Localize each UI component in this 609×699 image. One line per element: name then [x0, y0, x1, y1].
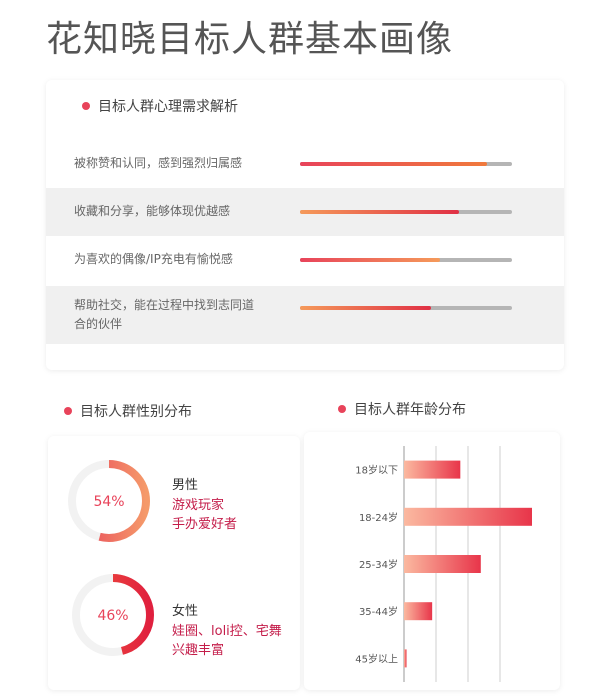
needs-card: 目标人群心理需求解析 被称赞和认同，感到强烈归属感 收藏和分享，能够体现优越感 … — [46, 80, 564, 370]
need-row: 被称赞和认同，感到强烈归属感 — [46, 140, 564, 188]
female-desc-line: 兴趣丰富 — [172, 643, 225, 658]
need-bar-fill — [300, 258, 440, 262]
male-desc: 游戏玩家 手办爱好者 — [172, 496, 237, 534]
female-title: 女性 — [172, 604, 199, 619]
page-title: 花知晓目标人群基本画像 — [46, 19, 454, 60]
male-ring-arc — [68, 460, 150, 542]
female-percent-label: 46% — [97, 608, 128, 624]
need-bar-fill — [300, 306, 432, 310]
male-desc-line: 手办爱好者 — [172, 517, 238, 532]
need-bar-fill — [300, 210, 459, 214]
bullet-dot-icon — [64, 407, 72, 415]
gender-card: 54% 男性 游戏玩家 手办爱好者 46% 女性 娃圈、loli控、宅舞 兴趣丰… — [48, 436, 300, 690]
need-row: 收藏和分享，能够体现优越感 — [46, 188, 564, 236]
age-category-label: 18岁以下 — [355, 464, 398, 477]
age-bar-chart: 18岁以下 18-24岁 25-34岁 35-44岁 45岁以上 — [355, 446, 532, 682]
need-row: 帮助社交，能在过程中找到志同道合的伙伴 — [46, 286, 564, 344]
age-card: 18岁以下 18-24岁 25-34岁 35-44岁 45岁以上 — [304, 432, 560, 690]
needs-heading-label: 目标人群心理需求解析 — [98, 99, 238, 115]
age-category-label: 18-24岁 — [359, 511, 398, 524]
need-bar-track — [300, 258, 512, 262]
age-bar — [404, 507, 532, 526]
age-category-label: 25-34岁 — [359, 558, 398, 571]
need-label: 收藏和分享，能够体现优越感 — [74, 204, 231, 218]
need-bar-track — [300, 162, 512, 166]
female-ring-arc — [72, 574, 154, 656]
female-desc-line: 娃圈、loli控、宅舞 — [172, 624, 282, 639]
gender-heading-label: 目标人群性别分布 — [80, 404, 192, 420]
male-percent-label: 54% — [93, 494, 124, 510]
age-bar — [404, 602, 433, 621]
age-bar — [404, 649, 407, 668]
male-title: 男性 — [172, 478, 199, 493]
male-ring-chart: 54% — [68, 460, 150, 542]
age-heading-label: 目标人群年龄分布 — [354, 402, 466, 418]
bullet-dot-icon — [338, 405, 346, 413]
age-bar — [404, 555, 481, 573]
need-row: 为喜欢的偶像/IP充电有愉悦感 — [46, 236, 564, 284]
need-label: 为喜欢的偶像/IP充电有愉悦感 — [74, 252, 233, 266]
female-desc: 娃圈、loli控、宅舞 兴趣丰富 — [172, 622, 282, 660]
need-bar-track — [300, 210, 512, 214]
age-category-label: 45岁以上 — [355, 652, 398, 665]
male-desc-line: 游戏玩家 — [172, 498, 225, 513]
need-label: 被称赞和认同，感到强烈归属感 — [74, 156, 243, 170]
age-heading: 目标人群年龄分布 — [338, 399, 466, 419]
female-ring-chart: 46% — [72, 574, 154, 656]
gender-heading: 目标人群性别分布 — [64, 401, 192, 421]
need-bar-track — [300, 306, 512, 310]
need-label: 帮助社交，能在过程中找到志同道合的伙伴 — [74, 298, 255, 331]
bullet-dot-icon — [82, 102, 90, 110]
age-category-label: 35-44岁 — [359, 605, 398, 618]
need-bar-fill — [300, 162, 487, 166]
age-bar — [404, 460, 461, 479]
needs-heading: 目标人群心理需求解析 — [82, 96, 238, 116]
